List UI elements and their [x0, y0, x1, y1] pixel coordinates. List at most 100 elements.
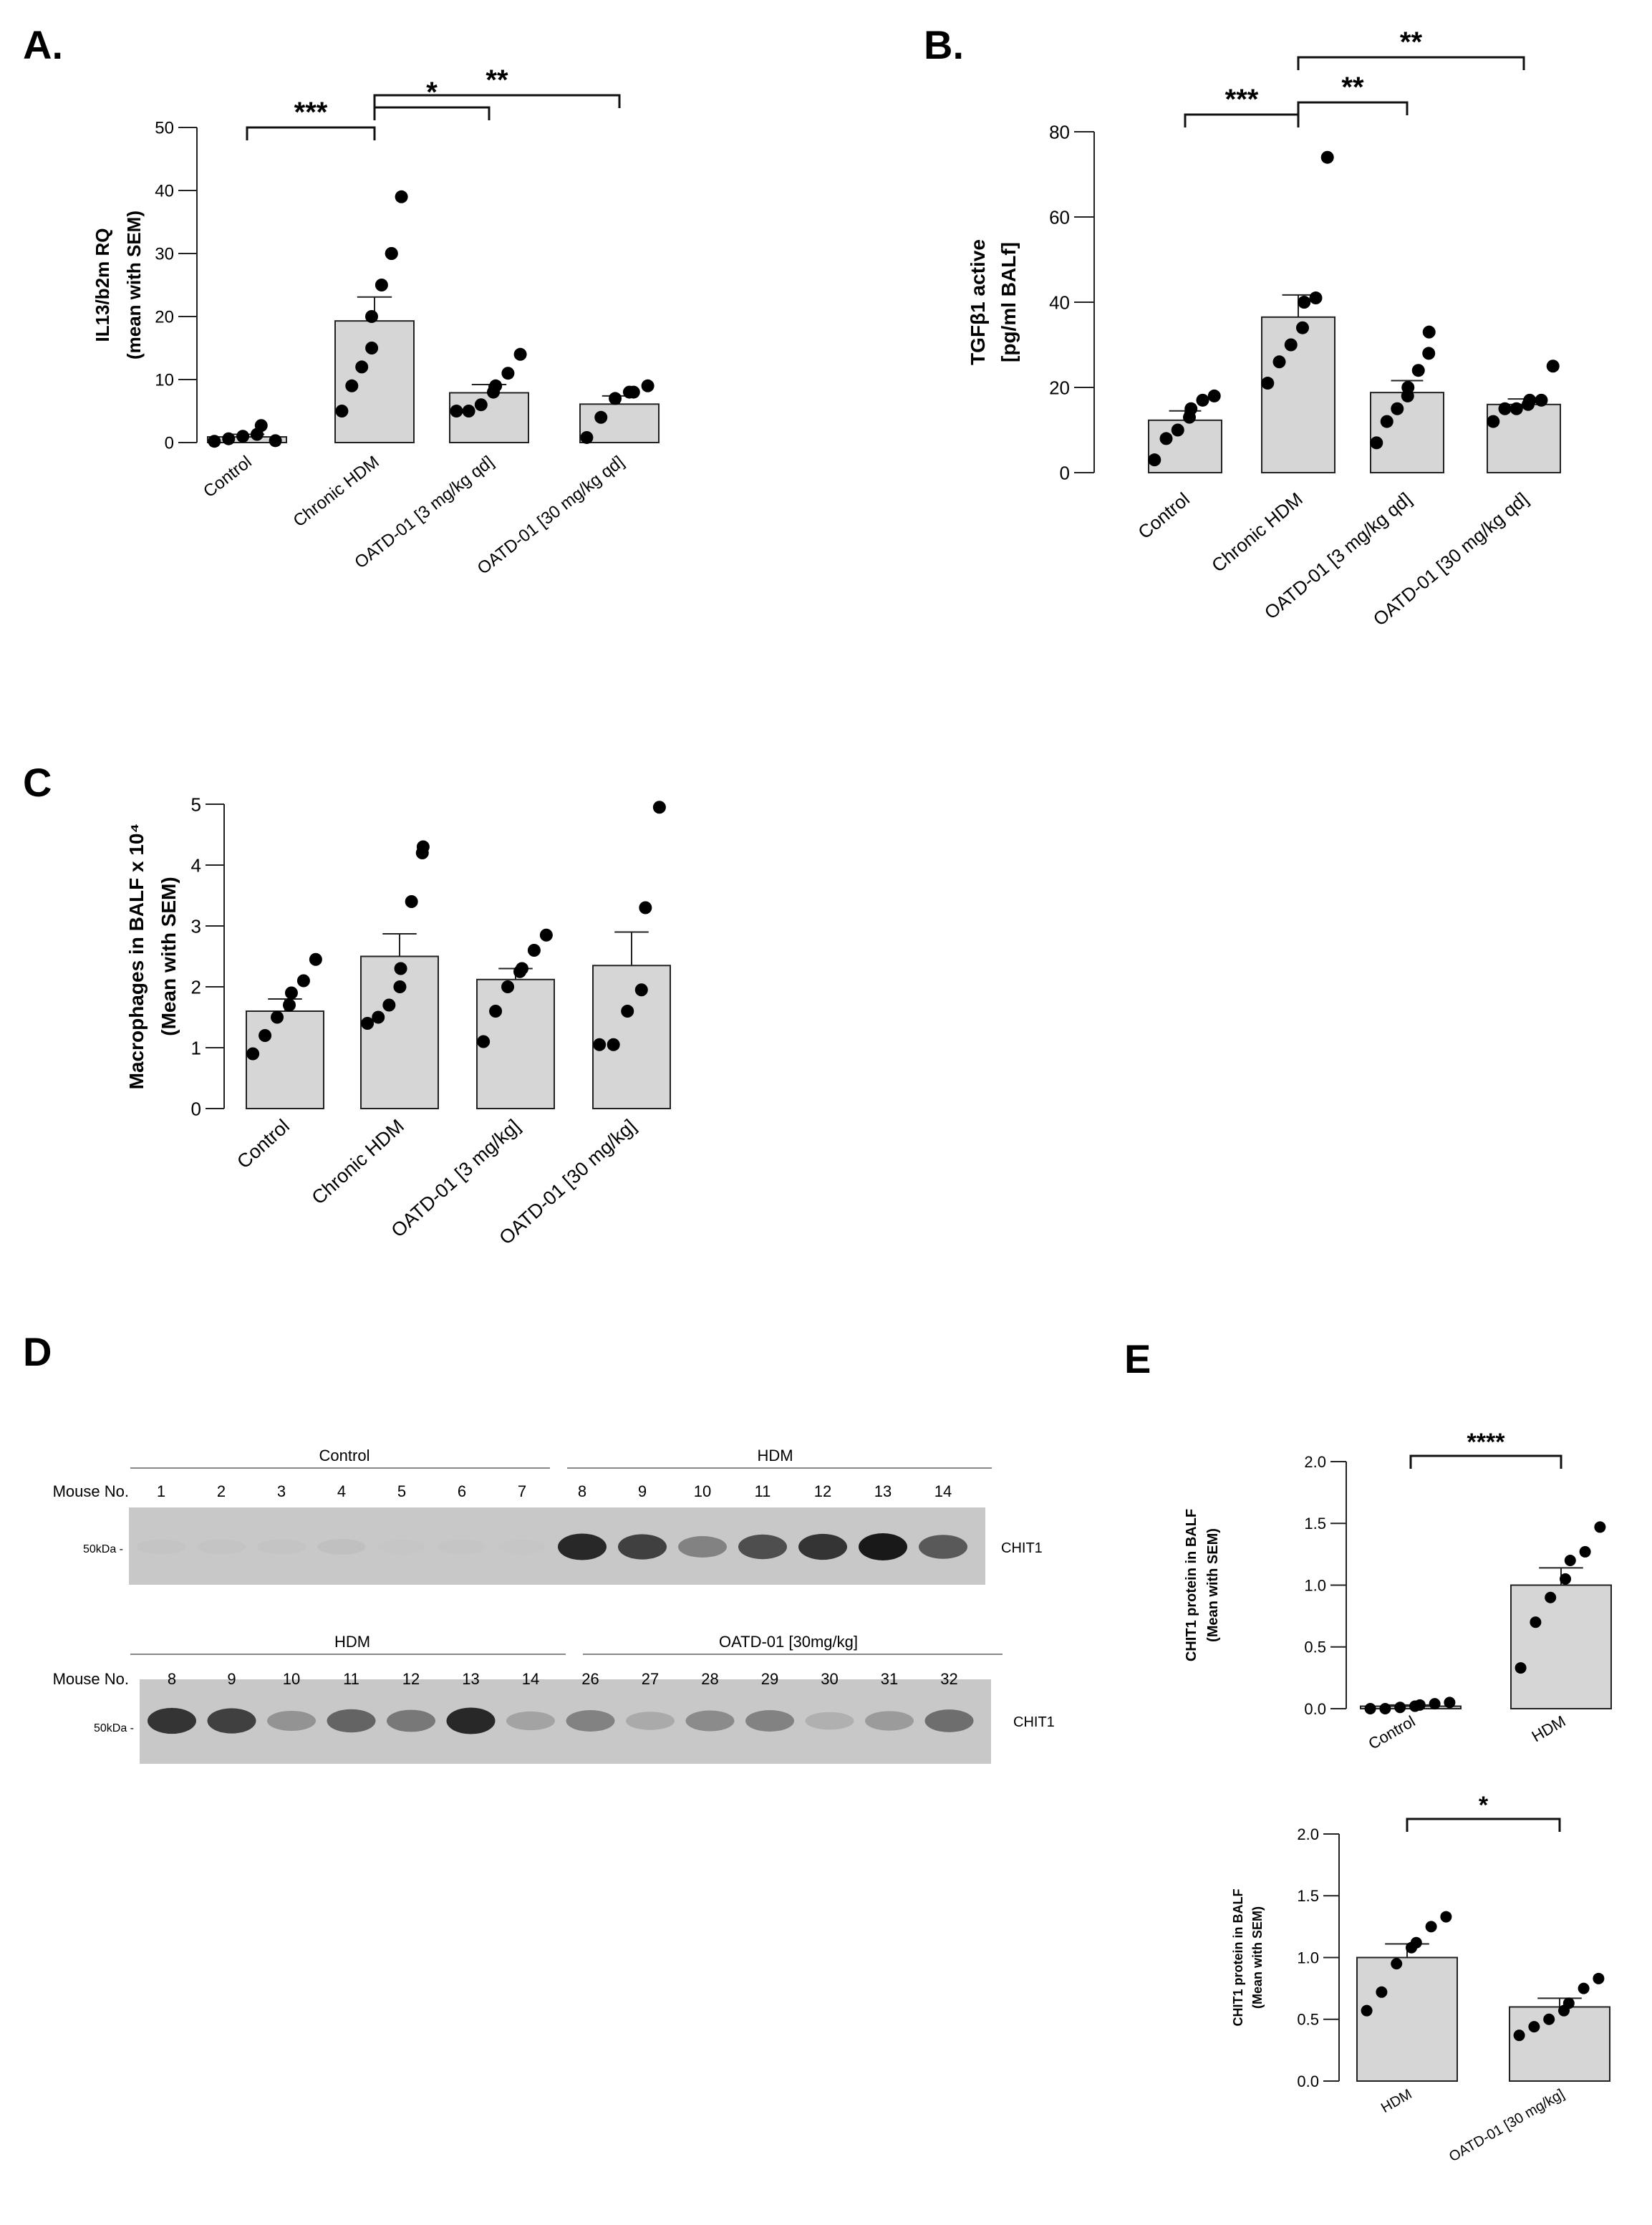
chart-b-data-point — [1171, 423, 1184, 437]
chart-a-data-point — [355, 360, 369, 374]
blot-1-lane-number: 3 — [277, 1482, 286, 1500]
blot-1-group-label: HDM — [757, 1447, 793, 1464]
blot-2-band-label: CHIT1 — [1013, 1714, 1055, 1730]
chart-b-data-point — [1296, 321, 1309, 334]
chart-a-category-label: Control — [200, 452, 256, 501]
chart-c-bar — [476, 978, 555, 1110]
blot-1-band — [798, 1533, 847, 1560]
chart-e2-y-label: CHIT1 protein in BALF — [1231, 1889, 1245, 2027]
blot-2-row-label: Mouse No. — [53, 1670, 129, 1688]
chart-c-y-tick-label: 5 — [191, 793, 201, 815]
blot-1-marker-label: 50kDa - — [83, 1543, 123, 1555]
chart-e1-y-tick-label: 1.0 — [1304, 1576, 1326, 1594]
chart-b-data-point — [1207, 389, 1221, 402]
chart-e2-data-point — [1440, 1911, 1452, 1923]
blot-1-band — [317, 1539, 366, 1555]
chart-a-data-point — [236, 430, 250, 443]
blot-1-lane-number: 13 — [874, 1482, 892, 1500]
blot-2-marker-label: 50kDa - — [94, 1722, 134, 1734]
chart-c-y-tick-label: 4 — [191, 854, 201, 876]
chart-b-data-point — [1370, 436, 1383, 450]
chart-e2-data-point — [1528, 2021, 1540, 2033]
blot-1-band — [377, 1539, 426, 1555]
chart-b-data-point — [1546, 359, 1560, 373]
blot-2-band — [446, 1707, 496, 1734]
chart-b-data-point — [1391, 402, 1404, 415]
blot-1-band — [919, 1535, 967, 1559]
chart-c-data-point — [593, 1038, 607, 1051]
blot-1-lane-number: 1 — [157, 1482, 165, 1500]
blot-1-lane-number: 2 — [217, 1482, 226, 1500]
blot-2-group-label: OATD-01 [30mg/kg] — [719, 1633, 858, 1651]
chart-e2-bar — [1509, 2006, 1610, 2082]
chart-b-data-point — [1148, 453, 1161, 467]
chart-b-data-point — [1261, 377, 1275, 390]
blot-1-lane-number: 10 — [694, 1482, 711, 1500]
blot-2-lane-number: 10 — [283, 1670, 300, 1688]
blot-2-band — [566, 1710, 615, 1732]
blot-2-lane-number: 14 — [522, 1670, 539, 1688]
blot-2-band — [924, 1709, 974, 1732]
chart-a-data-point — [375, 279, 388, 291]
chart-e1-data-point — [1394, 1702, 1406, 1714]
chart-e1-data-point — [1515, 1662, 1527, 1674]
chart-e1-category-label: Control — [1366, 1712, 1419, 1753]
chart-a-data-point — [513, 347, 527, 361]
chart-e2-data-point — [1410, 1936, 1422, 1949]
chart-e1-y-label: (Mean with SEM) — [1205, 1528, 1221, 1642]
chart-c-y-tick-label: 0 — [191, 1098, 201, 1119]
blot-2-band — [207, 1708, 256, 1734]
blot-2-band — [805, 1712, 854, 1730]
chart-b-y-tick-label: 40 — [1049, 291, 1070, 313]
chart-c-data-point — [296, 974, 310, 988]
blot-2-lane-number: 27 — [642, 1670, 659, 1688]
chart-e2-data-point — [1391, 1958, 1403, 1970]
chart-a-data-point — [208, 435, 221, 448]
chart-e2-y-tick-label: 0.5 — [1297, 2011, 1319, 2029]
chart-e2-data-point — [1361, 2004, 1373, 2017]
chart-e2-y-tick-label: 2.0 — [1297, 1825, 1319, 1843]
chart-b-y-tick-label: 80 — [1049, 121, 1070, 143]
chart-c-data-point — [394, 962, 407, 975]
chart-e1-data-point — [1564, 1555, 1576, 1566]
blot-1-band — [618, 1534, 667, 1560]
blot-2-lane-number: 11 — [343, 1670, 359, 1688]
chart-b-bar — [1487, 403, 1561, 473]
chart-c-data-point — [416, 840, 430, 854]
chart-c-y-tick-label: 1 — [191, 1037, 201, 1058]
chart-c-data-point — [607, 1038, 620, 1051]
chart-e1-y-tick-label: 0.5 — [1304, 1638, 1326, 1656]
chart-c-y-tick-label: 2 — [191, 976, 201, 998]
chart-b-y-tick-label: 0 — [1060, 462, 1070, 483]
chart-a-data-point — [269, 434, 282, 448]
chart-e2-data-point — [1593, 1972, 1605, 1984]
chart-c-data-point — [527, 944, 541, 957]
chart-a-data-point — [365, 342, 379, 354]
chart-c-y-label: Macrophages in BALF x 10⁴ — [125, 824, 148, 1090]
chart-b-category-label: Control — [1134, 488, 1193, 544]
chart-c-data-point — [477, 1035, 491, 1048]
chart-c-data-point — [372, 1010, 385, 1024]
chart-c-data-point — [621, 1005, 634, 1018]
chart-a-y-tick-label: 30 — [155, 245, 174, 264]
blot-1-band — [678, 1536, 727, 1558]
chart-c-data-point — [515, 962, 528, 975]
blot-2-lane-number: 29 — [761, 1670, 778, 1688]
chart-b-data-point — [1309, 291, 1323, 305]
chart-e1-category-label: HDM — [1529, 1712, 1569, 1746]
blot-2-band — [327, 1709, 376, 1733]
blot-1-band — [738, 1534, 787, 1560]
chart-b-data-point — [1196, 393, 1209, 407]
chart-c-data-point — [361, 1017, 375, 1030]
chart-c-data-point — [309, 952, 322, 966]
chart-a-bar — [449, 392, 529, 443]
chart-a-bar — [334, 320, 415, 443]
chart-b-data-point — [1298, 296, 1311, 309]
blot-2-band — [865, 1711, 914, 1731]
chart-e2-category-label: OATD-01 [30 mg/kg] — [1446, 2086, 1568, 2165]
chart-b-y-tick-label: 60 — [1049, 206, 1070, 228]
chart-c-y-label: (Mean with SEM) — [158, 877, 180, 1036]
chart-e1-y-tick-label: 0.0 — [1304, 1700, 1326, 1718]
chart-e2-data-point — [1562, 1997, 1575, 2009]
panel-letter-c: C — [23, 760, 52, 805]
